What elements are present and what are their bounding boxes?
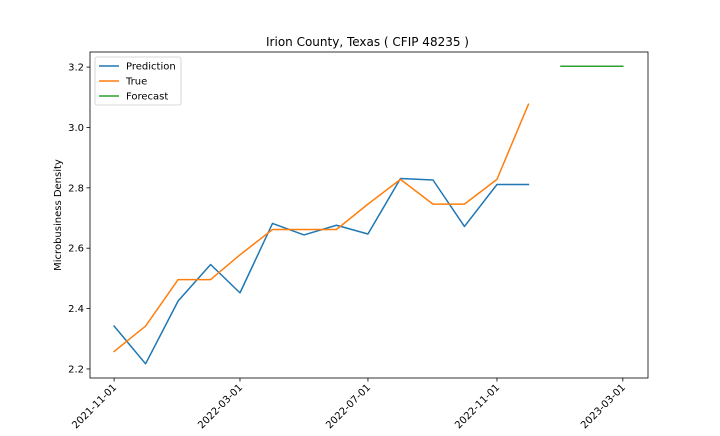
y-tick-label: 2.8	[68, 183, 84, 194]
legend-label-prediction: Prediction	[126, 62, 176, 73]
plot-area	[113, 65, 624, 365]
legend-frame	[94, 56, 182, 106]
series-line-true	[113, 103, 530, 353]
y-tick-label: 3.0	[68, 123, 84, 134]
y-tick-label: 2.2	[68, 364, 84, 375]
y-tick-label: 2.4	[68, 304, 84, 315]
legend: Prediction True Forecast	[94, 56, 182, 106]
y-axis-label: Microbusiness Density	[53, 159, 64, 271]
legend-label-true: True	[125, 77, 147, 88]
axes: 2.2 2.4 2.6 2.8 3.0 3.2 2021-11-01 2022-03-01 20…	[68, 51, 649, 431]
x-tick-label: 2022-03-01	[196, 382, 245, 431]
y-tick-label: 3.2	[68, 63, 84, 74]
series-line-prediction	[113, 177, 530, 365]
x-tick-label: 2023-03-01	[579, 382, 628, 431]
axes-frame	[89, 51, 649, 379]
chart-title: Irion County, Texas ( CFIP 48235 )	[266, 35, 469, 49]
x-tick-label: 2021-11-01	[70, 382, 119, 431]
x-tick-label: 2022-07-01	[324, 382, 373, 431]
x-tick-label: 2022-11-01	[453, 382, 502, 431]
y-tick-label: 2.6	[68, 244, 84, 255]
legend-label-forecast: Forecast	[126, 92, 168, 103]
